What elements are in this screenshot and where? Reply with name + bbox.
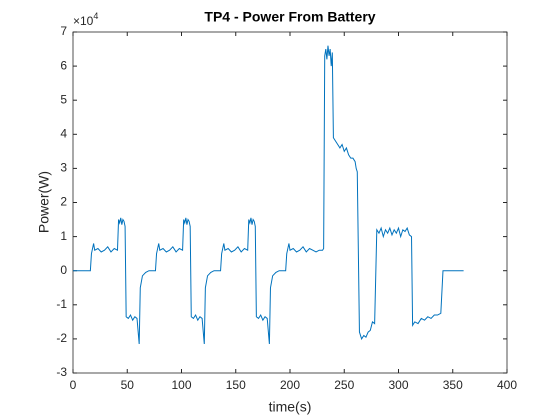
chart-title: TP4 - Power From Battery <box>204 9 375 25</box>
x-tick-label: 150 <box>226 378 246 392</box>
y-tick-label: -1 <box>56 297 67 311</box>
x-tick-label: 250 <box>334 378 354 392</box>
x-axis-label: time(s) <box>269 399 312 415</box>
y-tick-label: 4 <box>60 126 67 140</box>
x-tick-label: 100 <box>171 378 191 392</box>
y-tick-label: 1 <box>60 229 67 243</box>
y-tick-label: -2 <box>56 331 67 345</box>
y-tick-label: 2 <box>60 195 67 209</box>
y-exponent-power: 4 <box>93 11 98 21</box>
x-tick-label: 350 <box>443 378 463 392</box>
y-tick-label: -3 <box>56 365 67 379</box>
x-tick-label: 300 <box>388 378 408 392</box>
plot-area <box>72 31 508 374</box>
x-tick-label: 200 <box>280 378 300 392</box>
y-tick-label: 6 <box>60 58 67 72</box>
y-tick-label: 7 <box>60 24 67 38</box>
x-tick-label: 400 <box>497 378 517 392</box>
y-exponent: ×104 <box>73 11 98 28</box>
x-tick-label: 0 <box>70 378 77 392</box>
y-axis-label: Power(W) <box>36 171 52 233</box>
x-tick-label: 50 <box>121 378 135 392</box>
y-tick-label: 3 <box>60 161 67 175</box>
y-tick-label: 5 <box>60 92 67 106</box>
y-exponent-base: ×10 <box>73 14 94 28</box>
y-tick-label: 0 <box>60 263 67 277</box>
data-line <box>73 45 464 345</box>
